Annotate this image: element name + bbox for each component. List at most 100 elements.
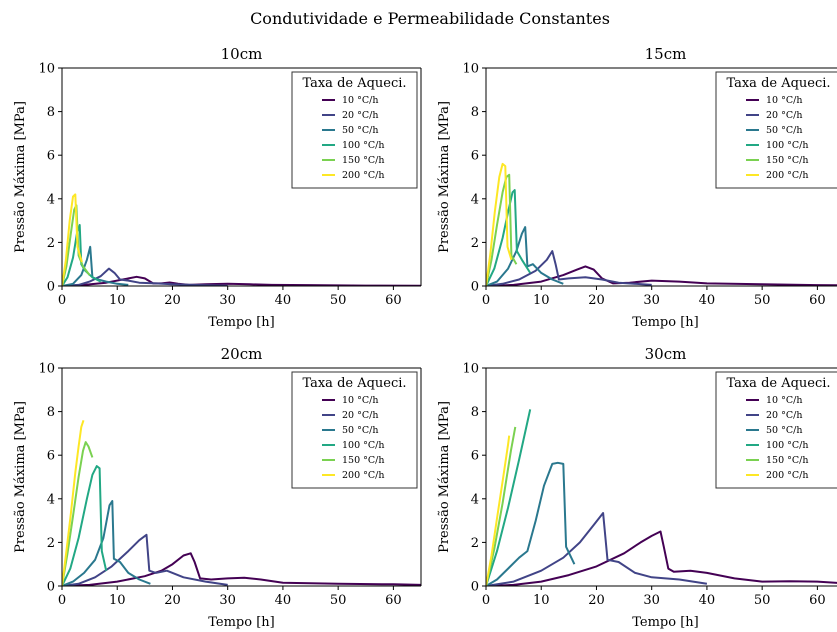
series-line-6 xyxy=(486,162,513,286)
x-tick-label: 0 xyxy=(482,593,490,608)
series-group xyxy=(486,162,837,286)
x-tick-label: 60 xyxy=(385,593,402,608)
legend-item: 50 °C/h xyxy=(342,425,378,436)
y-tick-label: 10 xyxy=(38,362,55,377)
chart-panel-3: 20cm 0 10 20 30 40 50 60 0 2 4 6 8 10 Tempo [h] Pressão… xyxy=(13,345,422,630)
x-tick-label: 40 xyxy=(275,593,292,608)
y-tick-label: 0 xyxy=(47,280,55,295)
x-axis-label: Tempo [h] xyxy=(632,615,698,630)
legend-box xyxy=(715,371,837,489)
legend-item: 20 °C/h xyxy=(766,410,802,421)
y-tick-label: 0 xyxy=(471,580,479,595)
x-tick-label: 10 xyxy=(533,593,550,608)
x-tick-label: 60 xyxy=(809,593,826,608)
series-line-2 xyxy=(62,533,228,586)
legend: Taxa de Aqueci. 10 °C/h 20 °C/h 50 °C/h 100 … xyxy=(291,371,418,489)
x-tick-label: 30 xyxy=(643,593,660,608)
legend-item: 100 °C/h xyxy=(766,140,809,151)
legend-item: 50 °C/h xyxy=(766,425,802,436)
y-tick-label: 4 xyxy=(47,492,55,507)
series-group xyxy=(62,193,421,286)
y-tick-label: 2 xyxy=(471,236,479,251)
legend-item: 100 °C/h xyxy=(342,440,385,451)
legend-item: 10 °C/h xyxy=(766,395,802,406)
panel-title: 15cm xyxy=(645,45,687,63)
legend-title: Taxa de Aqueci. xyxy=(302,76,406,91)
legend-box xyxy=(291,71,418,189)
legend-item: 150 °C/h xyxy=(342,455,385,466)
series-line-3 xyxy=(62,500,151,586)
chart-panel-2: 15cm 0 10 20 30 40 50 60 0 2 4 6 8 10 Tempo [h] Pressão… xyxy=(437,45,837,330)
legend-item: 200 °C/h xyxy=(766,170,809,181)
x-tick-label: 0 xyxy=(482,293,490,308)
x-tick-label: 10 xyxy=(533,293,550,308)
y-tick-label: 6 xyxy=(47,449,55,464)
y-axis-label: Pressão Máxima [MPa] xyxy=(437,401,452,553)
legend-item: 10 °C/h xyxy=(342,395,378,406)
y-axis-label: Pressão Máxima [MPa] xyxy=(437,101,452,253)
series-line-4 xyxy=(62,465,108,586)
y-tick-label: 8 xyxy=(471,105,479,120)
x-tick-label: 50 xyxy=(754,293,771,308)
y-tick-label: 6 xyxy=(47,149,55,164)
y-tick-label: 4 xyxy=(47,192,55,207)
y-tick-label: 4 xyxy=(471,192,479,207)
legend-item: 200 °C/h xyxy=(766,470,809,481)
series-line-4 xyxy=(486,189,532,286)
legend-item: 10 °C/h xyxy=(766,95,802,106)
y-tick-label: 8 xyxy=(471,405,479,420)
legend-item: 20 °C/h xyxy=(342,110,378,121)
x-tick-label: 60 xyxy=(809,293,826,308)
x-tick-label: 20 xyxy=(588,293,605,308)
legend-item: 20 °C/h xyxy=(342,410,378,421)
x-tick-label: 0 xyxy=(58,293,66,308)
x-tick-label: 60 xyxy=(385,293,402,308)
legend-item: 150 °C/h xyxy=(342,155,385,166)
panel-title: 20cm xyxy=(221,345,263,363)
series-line-2 xyxy=(486,512,708,586)
x-tick-label: 40 xyxy=(699,593,716,608)
x-axis-label: Tempo [h] xyxy=(208,615,274,630)
series-line-5 xyxy=(62,441,94,586)
y-axis-label: Pressão Máxima [MPa] xyxy=(13,401,28,553)
y-tick-label: 4 xyxy=(471,492,479,507)
legend-item: 150 °C/h xyxy=(766,455,809,466)
y-tick-label: 10 xyxy=(38,62,55,77)
legend-box xyxy=(291,371,418,489)
x-tick-label: 30 xyxy=(643,293,660,308)
y-tick-label: 0 xyxy=(47,580,55,595)
series-line-5 xyxy=(486,426,517,586)
series-line-6 xyxy=(62,419,85,586)
legend-item: 20 °C/h xyxy=(766,110,802,121)
x-tick-label: 30 xyxy=(219,593,236,608)
legend-item: 100 °C/h xyxy=(342,140,385,151)
y-tick-label: 10 xyxy=(462,362,479,377)
legend: Taxa de Aqueci. 10 °C/h 20 °C/h 50 °C/h 100 … xyxy=(715,371,837,489)
x-tick-label: 10 xyxy=(109,293,126,308)
legend-box xyxy=(715,71,837,189)
legend-title: Taxa de Aqueci. xyxy=(726,76,830,91)
x-tick-label: 40 xyxy=(275,293,292,308)
series-line-4 xyxy=(486,409,532,586)
series-line-5 xyxy=(486,173,518,286)
series-line-1 xyxy=(62,552,421,586)
series-line-6 xyxy=(486,435,511,586)
x-tick-label: 50 xyxy=(330,293,347,308)
legend-item: 200 °C/h xyxy=(342,470,385,481)
legend-item: 150 °C/h xyxy=(766,155,809,166)
figure-title: Condutividade e Permeabilidade Constante… xyxy=(250,9,610,28)
y-tick-label: 10 xyxy=(462,62,479,77)
x-axis-label: Tempo [h] xyxy=(632,315,698,330)
legend: Taxa de Aqueci. 10 °C/h 20 °C/h 50 °C/h 100 … xyxy=(291,71,418,189)
series-line-2 xyxy=(62,267,228,286)
panel-title: 10cm xyxy=(221,45,263,63)
series-group xyxy=(486,409,837,586)
x-tick-label: 50 xyxy=(330,593,347,608)
legend-item: 200 °C/h xyxy=(342,170,385,181)
x-tick-label: 20 xyxy=(164,593,181,608)
panel-title: 30cm xyxy=(645,345,687,363)
legend-title: Taxa de Aqueci. xyxy=(302,376,406,391)
y-tick-label: 0 xyxy=(471,280,479,295)
x-tick-label: 10 xyxy=(109,593,126,608)
